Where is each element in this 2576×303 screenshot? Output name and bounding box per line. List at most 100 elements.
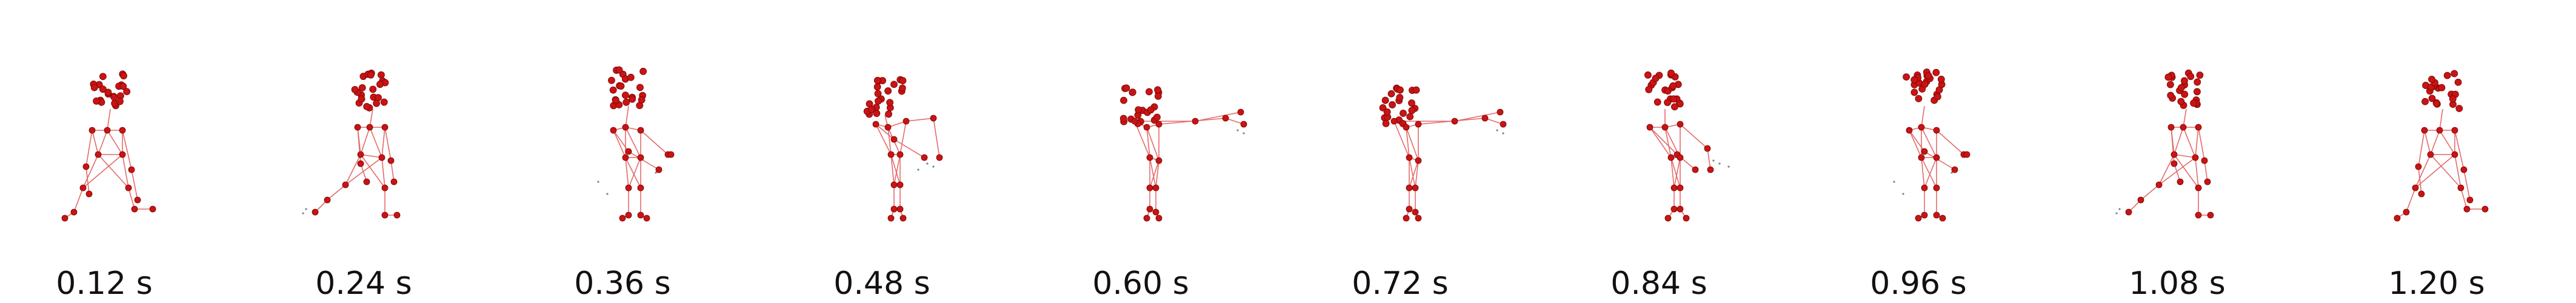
frame-7: 0.96 s xyxy=(1870,68,1970,302)
head-joint xyxy=(629,95,636,103)
limb-line xyxy=(360,127,370,155)
head-joint xyxy=(2449,95,2457,103)
noise-dot xyxy=(597,181,599,183)
limb-line xyxy=(345,157,382,185)
frame-time-label: 0.84 s xyxy=(1610,265,1707,302)
head-joint xyxy=(873,110,881,117)
limb-line xyxy=(2204,160,2208,182)
body-joint xyxy=(1403,215,1410,222)
body-joint xyxy=(1497,108,1504,116)
body-joint xyxy=(1155,215,1163,222)
limb-line xyxy=(625,127,641,158)
limb-line xyxy=(2174,154,2199,188)
noise-dot xyxy=(1893,181,1895,183)
noise-dot xyxy=(1712,159,1715,162)
skeleton-figure xyxy=(1893,68,1970,222)
limb-line xyxy=(92,130,99,155)
body-joint xyxy=(1646,124,1653,131)
body-joint xyxy=(2436,127,2443,134)
body-joint xyxy=(890,181,898,188)
head-joint xyxy=(1153,113,1161,121)
body-joint xyxy=(85,190,93,198)
body-joint xyxy=(1933,184,1940,191)
body-joint xyxy=(1451,118,1458,125)
noise-dot xyxy=(655,171,657,174)
noise-dot xyxy=(1236,129,1239,132)
limb-line xyxy=(1670,157,1675,188)
body-joint xyxy=(2204,178,2211,185)
body-joint xyxy=(1677,121,1684,128)
body-joint xyxy=(357,160,364,167)
body-joint xyxy=(366,124,373,131)
head-joint xyxy=(1670,95,1678,103)
head-joint xyxy=(636,84,644,92)
body-joint xyxy=(887,215,895,222)
frame-time-label: 1.08 s xyxy=(2129,265,2225,302)
body-joint xyxy=(890,205,898,213)
frame-6: 0.84 s xyxy=(1610,69,1730,302)
head-joint xyxy=(2194,78,2201,86)
limb-line xyxy=(1406,127,1410,158)
body-joint xyxy=(2195,211,2202,219)
head-joint xyxy=(1653,98,1661,106)
head-joint xyxy=(2443,72,2451,79)
body-joint xyxy=(896,151,904,158)
head-joint xyxy=(1924,72,1932,79)
head-joint xyxy=(868,105,876,113)
head-joint xyxy=(369,85,377,93)
body-joint xyxy=(1403,124,1410,131)
limb-line xyxy=(1664,127,1672,158)
limb-line xyxy=(2174,127,2184,155)
head-joint xyxy=(1676,100,1684,108)
body-joint xyxy=(381,211,389,219)
limb-line xyxy=(384,127,392,161)
body-joint xyxy=(896,205,904,213)
body-joint xyxy=(1704,145,1711,152)
head-joint xyxy=(116,98,124,105)
body-joint xyxy=(128,166,135,173)
limb-line xyxy=(899,121,907,155)
frame-time-label: 0.12 s xyxy=(56,265,152,302)
head-joint xyxy=(2432,99,2440,107)
body-joint xyxy=(2155,181,2163,188)
limb-line xyxy=(1921,157,1937,188)
body-joint xyxy=(1963,151,1970,158)
body-joint xyxy=(1412,208,1419,216)
limb-line xyxy=(1415,160,1419,188)
noise-dot xyxy=(1496,129,1498,132)
body-joint xyxy=(1921,211,1928,219)
head-joint xyxy=(1146,88,1153,96)
limb-line xyxy=(98,154,129,188)
limb-line xyxy=(640,130,669,155)
body-joint xyxy=(1152,184,1160,191)
head-joint xyxy=(376,81,384,88)
limb-line xyxy=(128,187,135,210)
limb-line xyxy=(625,157,641,188)
limb-line xyxy=(887,127,892,155)
head-joint xyxy=(110,93,118,101)
head-joint xyxy=(873,76,881,84)
frame-0: 0.12 s xyxy=(56,70,156,302)
skeleton-figure xyxy=(863,76,943,222)
limb-line xyxy=(875,124,892,155)
head-joint xyxy=(104,88,112,96)
limb-line xyxy=(2439,108,2443,131)
limb-line xyxy=(1649,127,1672,158)
head-joint xyxy=(2421,98,2429,105)
head-joint xyxy=(2428,95,2436,102)
head-joint xyxy=(373,99,380,107)
head-joint xyxy=(2190,99,2197,107)
limb-line xyxy=(1146,127,1160,161)
head-joint xyxy=(1910,76,1918,84)
head-joint xyxy=(609,86,617,94)
body-joint xyxy=(1240,121,1247,128)
limb-line xyxy=(1406,127,1419,161)
noise-dot xyxy=(1727,165,1730,168)
noise-dot xyxy=(1243,132,1245,135)
body-joint xyxy=(2460,166,2468,173)
body-joint xyxy=(610,127,617,134)
head-joint xyxy=(1903,73,1910,81)
head-joint xyxy=(358,84,366,92)
limb-line xyxy=(1393,121,1410,158)
body-joint xyxy=(622,154,629,161)
